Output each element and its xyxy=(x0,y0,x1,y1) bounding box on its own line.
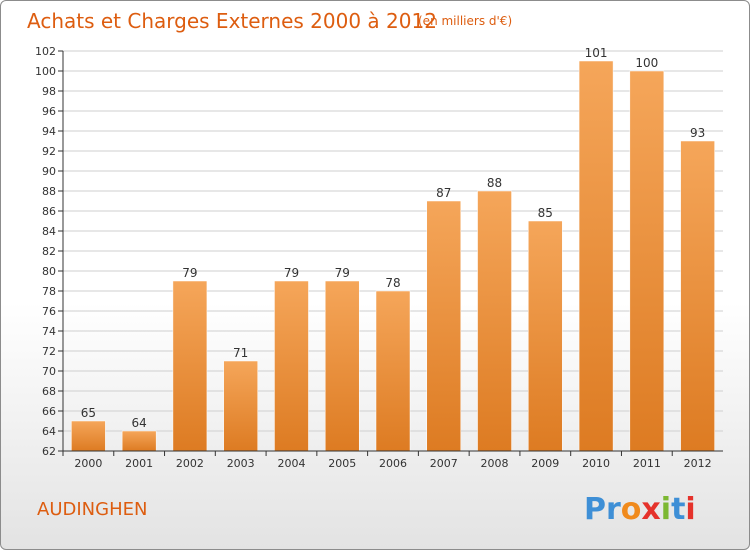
bar-2005 xyxy=(324,280,360,452)
logo-letter: t xyxy=(671,492,685,527)
bar-2010 xyxy=(578,60,614,452)
logo-letter: r xyxy=(606,492,621,527)
proxiti-logo: Proxiti xyxy=(584,492,696,527)
x-tick-label-2006: 2006 xyxy=(379,457,407,470)
y-tick-label: 100 xyxy=(35,65,56,78)
y-tick-label: 82 xyxy=(42,245,56,258)
x-tick-label-2004: 2004 xyxy=(277,457,305,470)
bar-2008 xyxy=(477,190,512,452)
y-tick-label: 64 xyxy=(42,425,56,438)
y-tick-label: 72 xyxy=(42,345,56,358)
chart-title: Achats et Charges Externes 2000 à 2012 xyxy=(27,9,437,33)
value-label-2011: 100 xyxy=(635,56,658,70)
bar-2001 xyxy=(121,430,157,452)
value-label-2004: 79 xyxy=(284,266,299,280)
x-tick-label-2005: 2005 xyxy=(328,457,356,470)
x-tick-label-2002: 2002 xyxy=(176,457,204,470)
x-tick-label-2001: 2001 xyxy=(125,457,153,470)
bar-2000 xyxy=(71,420,106,452)
y-tick-label: 74 xyxy=(42,325,56,338)
y-tick-label: 70 xyxy=(42,365,56,378)
chart-subtitle: (en milliers d'€) xyxy=(418,14,512,28)
axes: 62 64 66 68 70 72 74 76 78 80 82 84 86 88 90 92 94 96 98 10… xyxy=(35,45,723,470)
bar-2012 xyxy=(680,140,715,452)
value-label-2006: 78 xyxy=(385,276,400,290)
y-tick-label: 94 xyxy=(42,125,56,138)
logo-letter: P xyxy=(584,492,606,527)
bar-2011 xyxy=(629,70,665,452)
y-tick-label: 96 xyxy=(42,105,56,118)
bars: 65 64 79 71 79 79 78 87 88 85 101 100 93 xyxy=(71,46,715,452)
value-label-2007: 87 xyxy=(436,186,451,200)
y-tick-label: 80 xyxy=(42,265,56,278)
value-label-2000: 65 xyxy=(81,406,96,420)
x-tick-label-2000: 2000 xyxy=(74,457,102,470)
x-tick-label-2008: 2008 xyxy=(481,457,509,470)
bar-2009 xyxy=(528,220,563,452)
bar-2004 xyxy=(274,280,309,452)
x-tick-label-2009: 2009 xyxy=(531,457,559,470)
y-tick-label: 76 xyxy=(42,305,56,318)
x-tick-label-2010: 2010 xyxy=(582,457,610,470)
x-tick-label-2012: 2012 xyxy=(684,457,712,470)
y-tick-label: 62 xyxy=(42,445,56,458)
y-tick-label: 84 xyxy=(42,225,56,238)
y-tick-label: 92 xyxy=(42,145,56,158)
y-tick-label: 68 xyxy=(42,385,56,398)
y-tick-label: 90 xyxy=(42,165,56,178)
value-label-2008: 88 xyxy=(487,176,502,190)
logo-letter: i xyxy=(685,492,695,527)
y-tick-label: 102 xyxy=(35,45,56,58)
x-tick-label-2003: 2003 xyxy=(227,457,255,470)
y-tick-label: 78 xyxy=(42,285,56,298)
y-tick-label: 66 xyxy=(42,405,56,418)
x-tick-label-2011: 2011 xyxy=(633,457,661,470)
value-label-2010: 101 xyxy=(585,46,608,60)
logo-letter: i xyxy=(661,492,671,527)
value-label-2001: 64 xyxy=(132,416,147,430)
value-label-2012: 93 xyxy=(690,126,705,140)
logo-letter: x xyxy=(641,492,660,527)
bar-2006 xyxy=(375,290,411,452)
bar-2003 xyxy=(223,360,258,452)
y-tick-label: 98 xyxy=(42,85,56,98)
x-tick-label-2007: 2007 xyxy=(430,457,458,470)
value-label-2003: 71 xyxy=(233,346,248,360)
logo-letter: o xyxy=(621,492,642,527)
value-label-2009: 85 xyxy=(538,206,553,220)
bar-2002 xyxy=(172,280,208,452)
value-label-2005: 79 xyxy=(335,266,350,280)
commune-name: AUDINGHEN xyxy=(37,499,147,520)
bar-2007 xyxy=(426,200,462,452)
y-tick-label: 88 xyxy=(42,185,56,198)
y-tick-label: 86 xyxy=(42,205,56,218)
value-label-2002: 79 xyxy=(182,266,197,280)
